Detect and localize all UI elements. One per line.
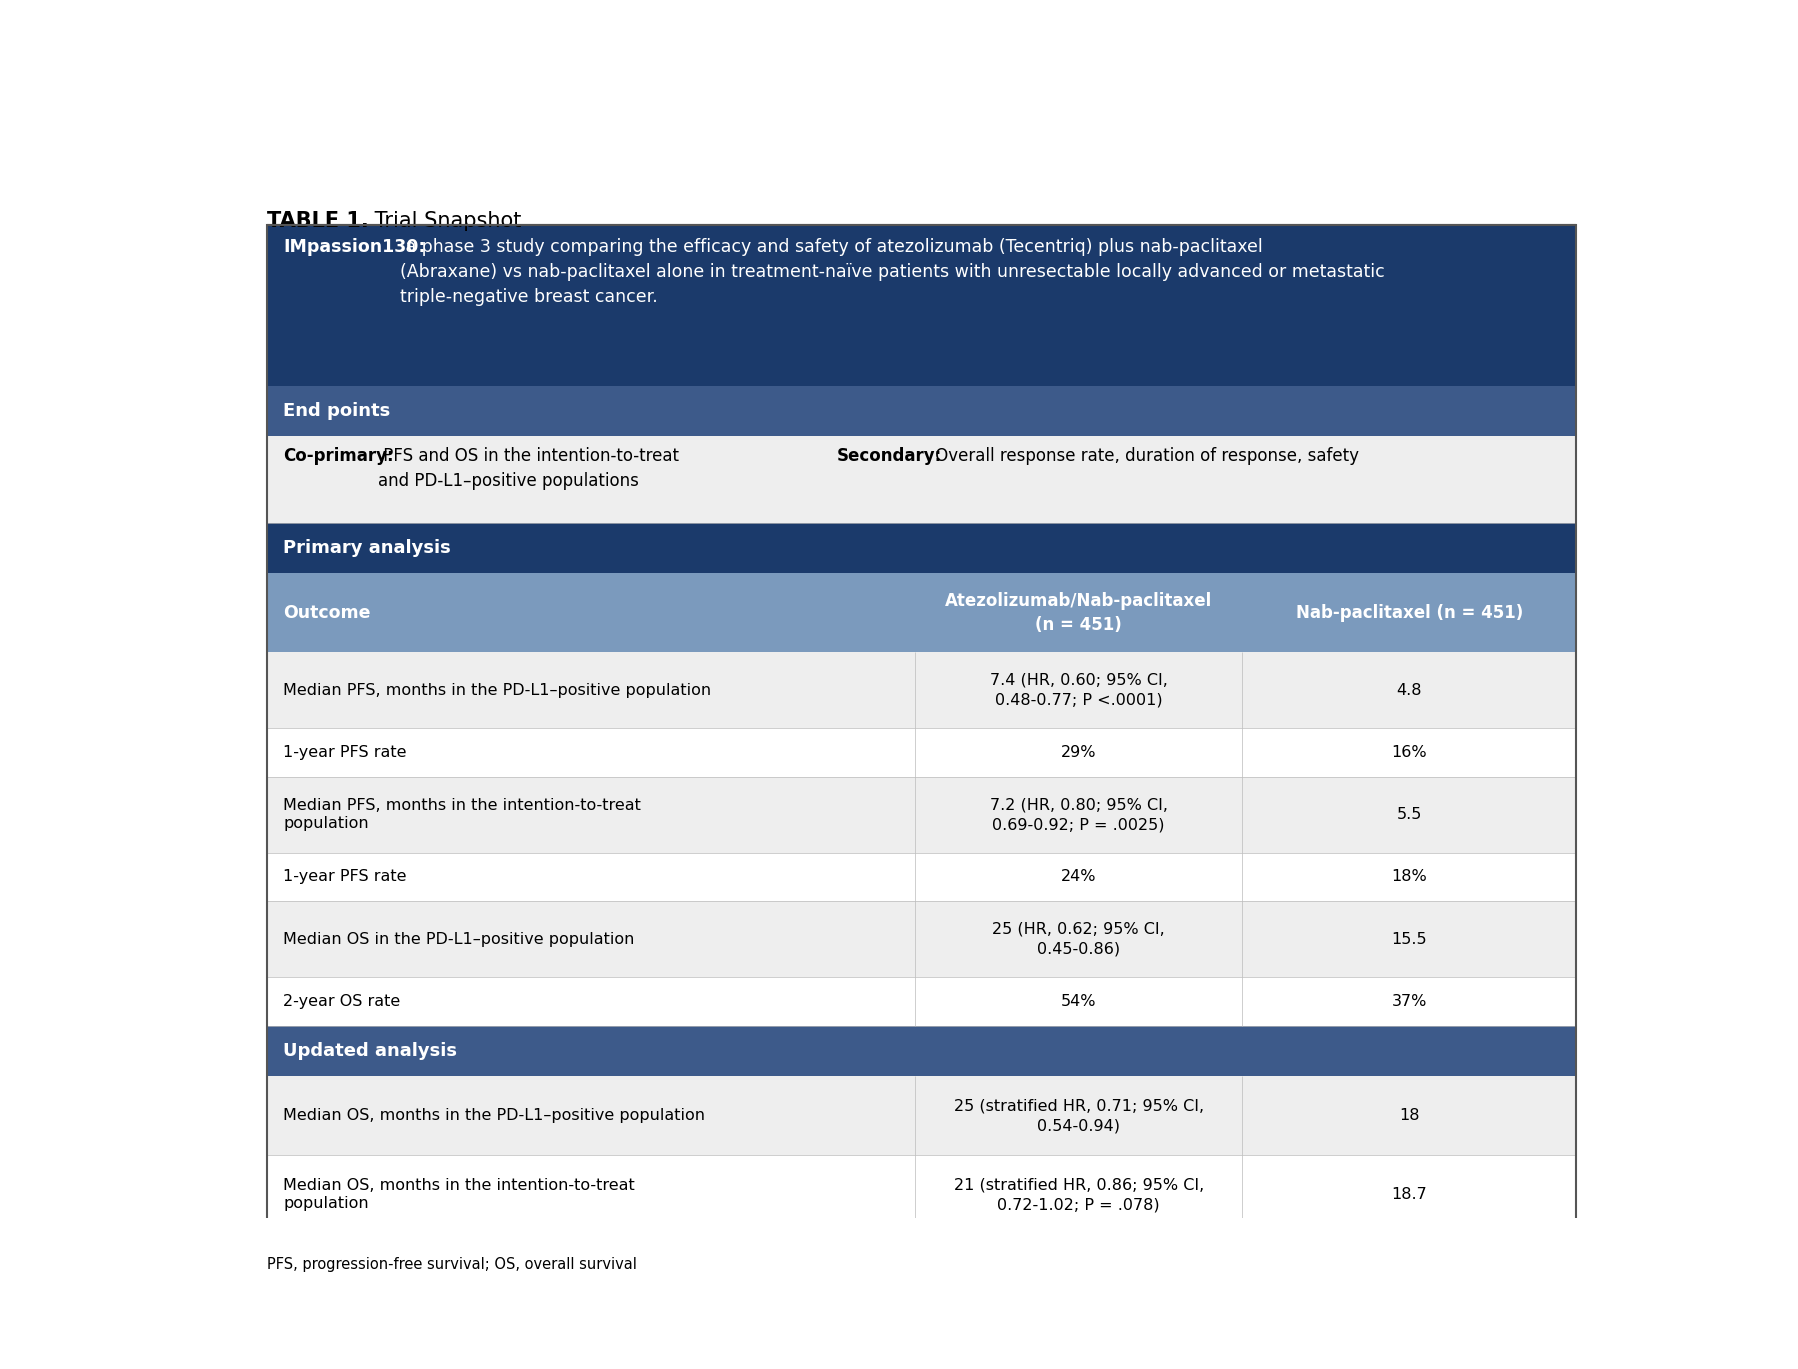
Text: Median OS in the PD-L1–positive population: Median OS in the PD-L1–positive populati…	[284, 931, 635, 946]
Text: 2-year OS rate: 2-year OS rate	[284, 994, 401, 1009]
Text: Median OS, months in the PD-L1–positive population: Median OS, months in the PD-L1–positive …	[284, 1108, 705, 1123]
Text: 18%: 18%	[1392, 869, 1428, 884]
Text: 54%: 54%	[1061, 994, 1097, 1009]
Text: 15.5: 15.5	[1392, 931, 1428, 946]
FancyBboxPatch shape	[266, 728, 1577, 776]
FancyBboxPatch shape	[266, 1025, 1577, 1076]
FancyBboxPatch shape	[266, 977, 1577, 1025]
Text: 16%: 16%	[1392, 745, 1428, 760]
Text: Updated analysis: Updated analysis	[284, 1042, 457, 1060]
Text: 1-year PFS rate: 1-year PFS rate	[284, 745, 406, 760]
Text: 25 (stratified HR, 0.71; 95% CI,
0.54-0.94): 25 (stratified HR, 0.71; 95% CI, 0.54-0.…	[953, 1098, 1203, 1134]
Text: Nab-paclitaxel (n = 451): Nab-paclitaxel (n = 451)	[1296, 604, 1523, 622]
Text: Secondary:: Secondary:	[836, 446, 942, 465]
Text: IMpassion130:: IMpassion130:	[284, 238, 426, 256]
FancyBboxPatch shape	[266, 226, 1577, 386]
Text: Outcome: Outcome	[284, 604, 370, 622]
Text: Co-primary:: Co-primary:	[284, 446, 394, 465]
Text: 18: 18	[1399, 1108, 1420, 1123]
FancyBboxPatch shape	[266, 776, 1577, 853]
Text: Trial Snapshot: Trial Snapshot	[369, 211, 521, 230]
FancyBboxPatch shape	[266, 653, 1577, 728]
Text: Median PFS, months in the PD-L1–positive population: Median PFS, months in the PD-L1–positive…	[284, 683, 712, 698]
Text: Atezolizumab/Nab-paclitaxel
(n = 451): Atezolizumab/Nab-paclitaxel (n = 451)	[946, 591, 1212, 634]
FancyBboxPatch shape	[266, 1076, 1577, 1155]
Text: Median OS, months in the intention-to-treat
population: Median OS, months in the intention-to-tr…	[284, 1179, 635, 1212]
Text: 4.8: 4.8	[1397, 683, 1422, 698]
FancyBboxPatch shape	[266, 1155, 1577, 1235]
FancyBboxPatch shape	[266, 574, 1577, 653]
FancyBboxPatch shape	[266, 901, 1577, 977]
Text: 1-year PFS rate: 1-year PFS rate	[284, 869, 406, 884]
Text: End points: End points	[284, 402, 390, 420]
FancyBboxPatch shape	[266, 386, 1577, 437]
Text: 5.5: 5.5	[1397, 808, 1422, 823]
Text: 18.7: 18.7	[1392, 1187, 1428, 1202]
Text: Primary analysis: Primary analysis	[284, 539, 451, 557]
Text: PFS and OS in the intention-to-treat
and PD-L1–positive populations: PFS and OS in the intention-to-treat and…	[378, 446, 680, 490]
Text: 7.4 (HR, 0.60; 95% CI,
0.48-0.77; P <.0001): 7.4 (HR, 0.60; 95% CI, 0.48-0.77; P <.00…	[989, 674, 1167, 708]
Text: Median PFS, months in the intention-to-treat
population: Median PFS, months in the intention-to-t…	[284, 798, 642, 831]
Text: 25 (HR, 0.62; 95% CI,
0.45-0.86): 25 (HR, 0.62; 95% CI, 0.45-0.86)	[992, 921, 1165, 957]
Text: 24%: 24%	[1061, 869, 1097, 884]
Text: 29%: 29%	[1061, 745, 1097, 760]
Text: a phase 3 study comparing the efficacy and safety of atezolizumab (Tecentriq) pl: a phase 3 study comparing the efficacy a…	[401, 238, 1384, 307]
FancyBboxPatch shape	[266, 523, 1577, 574]
Text: Overall response rate, duration of response, safety: Overall response rate, duration of respo…	[930, 446, 1359, 465]
Text: 7.2 (HR, 0.80; 95% CI,
0.69-0.92; P = .0025): 7.2 (HR, 0.80; 95% CI, 0.69-0.92; P = .0…	[989, 797, 1167, 832]
Text: 21 (stratified HR, 0.86; 95% CI,
0.72-1.02; P = .078): 21 (stratified HR, 0.86; 95% CI, 0.72-1.…	[953, 1177, 1205, 1212]
FancyBboxPatch shape	[266, 853, 1577, 901]
FancyBboxPatch shape	[266, 437, 1577, 523]
Text: TABLE 1.: TABLE 1.	[266, 211, 369, 230]
Text: PFS, progression-free survival; OS, overall survival: PFS, progression-free survival; OS, over…	[266, 1257, 636, 1272]
Text: 37%: 37%	[1392, 994, 1428, 1009]
